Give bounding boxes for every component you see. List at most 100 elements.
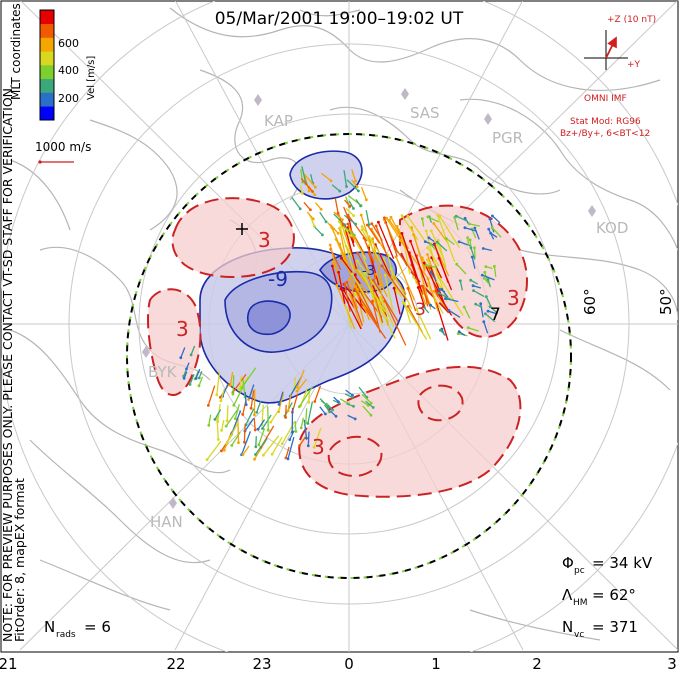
stat-pcp: Φ pc = 34 kV: [562, 554, 653, 576]
velocity-vector-dot: [313, 400, 317, 403]
velocity-vector-dot: [374, 224, 378, 228]
velocity-vector: [231, 410, 242, 435]
stat-nvc-sub: vc: [574, 630, 584, 640]
velocity-vector: [319, 398, 329, 408]
velocity-vector-dot: [295, 389, 299, 393]
velocity-vector: [254, 438, 268, 455]
velocity-vector-dot: [280, 442, 284, 446]
velocity-vector-dot: [366, 268, 370, 272]
velocity-vector: [299, 436, 306, 446]
velocity-vector-dot: [425, 258, 429, 262]
velocity-vector-dot: [352, 214, 356, 218]
velocity-vector-dot: [331, 408, 334, 412]
velocity-vector-dot: [336, 231, 340, 235]
velocity-vector-dot: [471, 284, 475, 288]
velocity-vector-dot: [197, 384, 201, 388]
contour-label-3-bottom: 3: [312, 435, 325, 459]
velocity-vector-dot: [355, 259, 359, 263]
velocity-vector-dot: [345, 280, 349, 284]
velocity-vector: [293, 377, 297, 390]
station-kod-label: KOD: [596, 219, 628, 237]
velocity-colorbar: 600 400 200 Vel [m/s]: [39, 9, 97, 121]
station-byk-label: BYK: [148, 363, 178, 381]
mlt-label-22: 22: [166, 655, 185, 673]
velocity-vector-dot: [344, 306, 348, 309]
colorbar-tick-200: 200: [58, 92, 79, 105]
station-kap-label: KAP: [264, 112, 293, 130]
velocity-vector: [257, 419, 266, 430]
velocity-vector: [339, 227, 355, 272]
velocity-vector: [390, 268, 413, 309]
velocity-vector: [491, 215, 501, 224]
velocity-vector-dot: [328, 243, 332, 247]
colorbar-swatch: [40, 65, 54, 80]
velocity-vector-dot: [311, 190, 314, 193]
velocity-vector: [261, 414, 272, 429]
velocity-vector-dot: [295, 385, 299, 389]
velocity-vector-dot: [369, 413, 373, 417]
velocity-vector-dot: [256, 427, 260, 431]
velocity-vector: [401, 233, 417, 278]
velocity-vector: [320, 172, 332, 182]
velocity-vector-dot: [469, 278, 473, 282]
velocity-vector-dot: [400, 214, 404, 218]
hm-boundary-green: [126, 133, 572, 579]
velocity-vector-dot: [277, 403, 281, 406]
velocity-vector: [346, 281, 364, 326]
velocity-vector: [348, 278, 359, 309]
velocity-vector-dot: [305, 436, 308, 440]
velocity-vector: [340, 288, 362, 330]
velocity-vector: [493, 266, 497, 277]
imf-stat-mod: Stat Mod: RG96: [570, 117, 641, 127]
velocity-vector: [324, 404, 331, 413]
velocity-vector-dot: [237, 441, 240, 444]
mlt-label-3: 3: [667, 655, 677, 673]
velocity-vector-dot: [462, 305, 466, 309]
velocity-vector-dot: [423, 240, 427, 244]
velocity-vector: [357, 252, 369, 272]
velocity-vector: [469, 223, 480, 227]
velocity-vector-dot: [351, 393, 354, 397]
velocity-vector-dot: [197, 376, 201, 380]
velocity-vector: [371, 300, 381, 333]
velocity-vector-dot: [426, 215, 430, 219]
velocity-vector-dot: [365, 198, 368, 202]
imf-clock: +Z (10 nT) +Y OMNI IMF Stat Mod: RG96 Bz…: [560, 15, 656, 139]
mlt-label-0: 0: [344, 655, 354, 673]
velocity-vector-dot: [353, 287, 357, 291]
velocity-vector: [487, 310, 498, 315]
velocity-vector: [296, 369, 305, 388]
velocity-vector: [367, 269, 378, 307]
velocity-vector-dot: [486, 309, 490, 313]
station-sas: SAS: [401, 88, 440, 122]
velocity-vector-dot: [484, 312, 487, 316]
velocity-vector-dot: [255, 411, 259, 414]
velocity-vector-dot: [436, 272, 439, 276]
velocity-vector-dot: [383, 273, 387, 277]
velocity-vector-dot: [392, 286, 396, 290]
velocity-vector: [216, 415, 219, 440]
velocity-vector: [409, 240, 429, 288]
colorbar-tick-400: 400: [58, 64, 79, 77]
velocity-vector: [303, 201, 311, 211]
velocity-vector: [244, 392, 247, 405]
stat-nrads-symbol: N: [44, 618, 55, 636]
velocity-vector-dot: [426, 253, 429, 256]
velocity-vector: [426, 264, 437, 269]
velocity-vector-dot: [359, 213, 363, 217]
velocity-vector-dot: [473, 226, 477, 230]
velocity-vector: [473, 247, 476, 258]
mlt-label-2: 2: [532, 655, 542, 673]
colorbar-swatch: [40, 78, 54, 93]
velocity-vector-dot: [314, 185, 317, 189]
velocity-vector: [470, 247, 476, 260]
imf-vector: [605, 36, 617, 59]
velocity-vector-dot: [491, 214, 494, 218]
velocity-vector-dot: [262, 453, 265, 457]
velocity-vector: [287, 394, 292, 412]
velocity-vector: [226, 405, 229, 421]
station-han: HAN: [150, 497, 183, 531]
imf-condition: Bz+/By+, 6<BT<12: [560, 129, 650, 139]
velocity-vector-dot: [182, 376, 186, 380]
contour-label-7: 7: [490, 305, 501, 325]
